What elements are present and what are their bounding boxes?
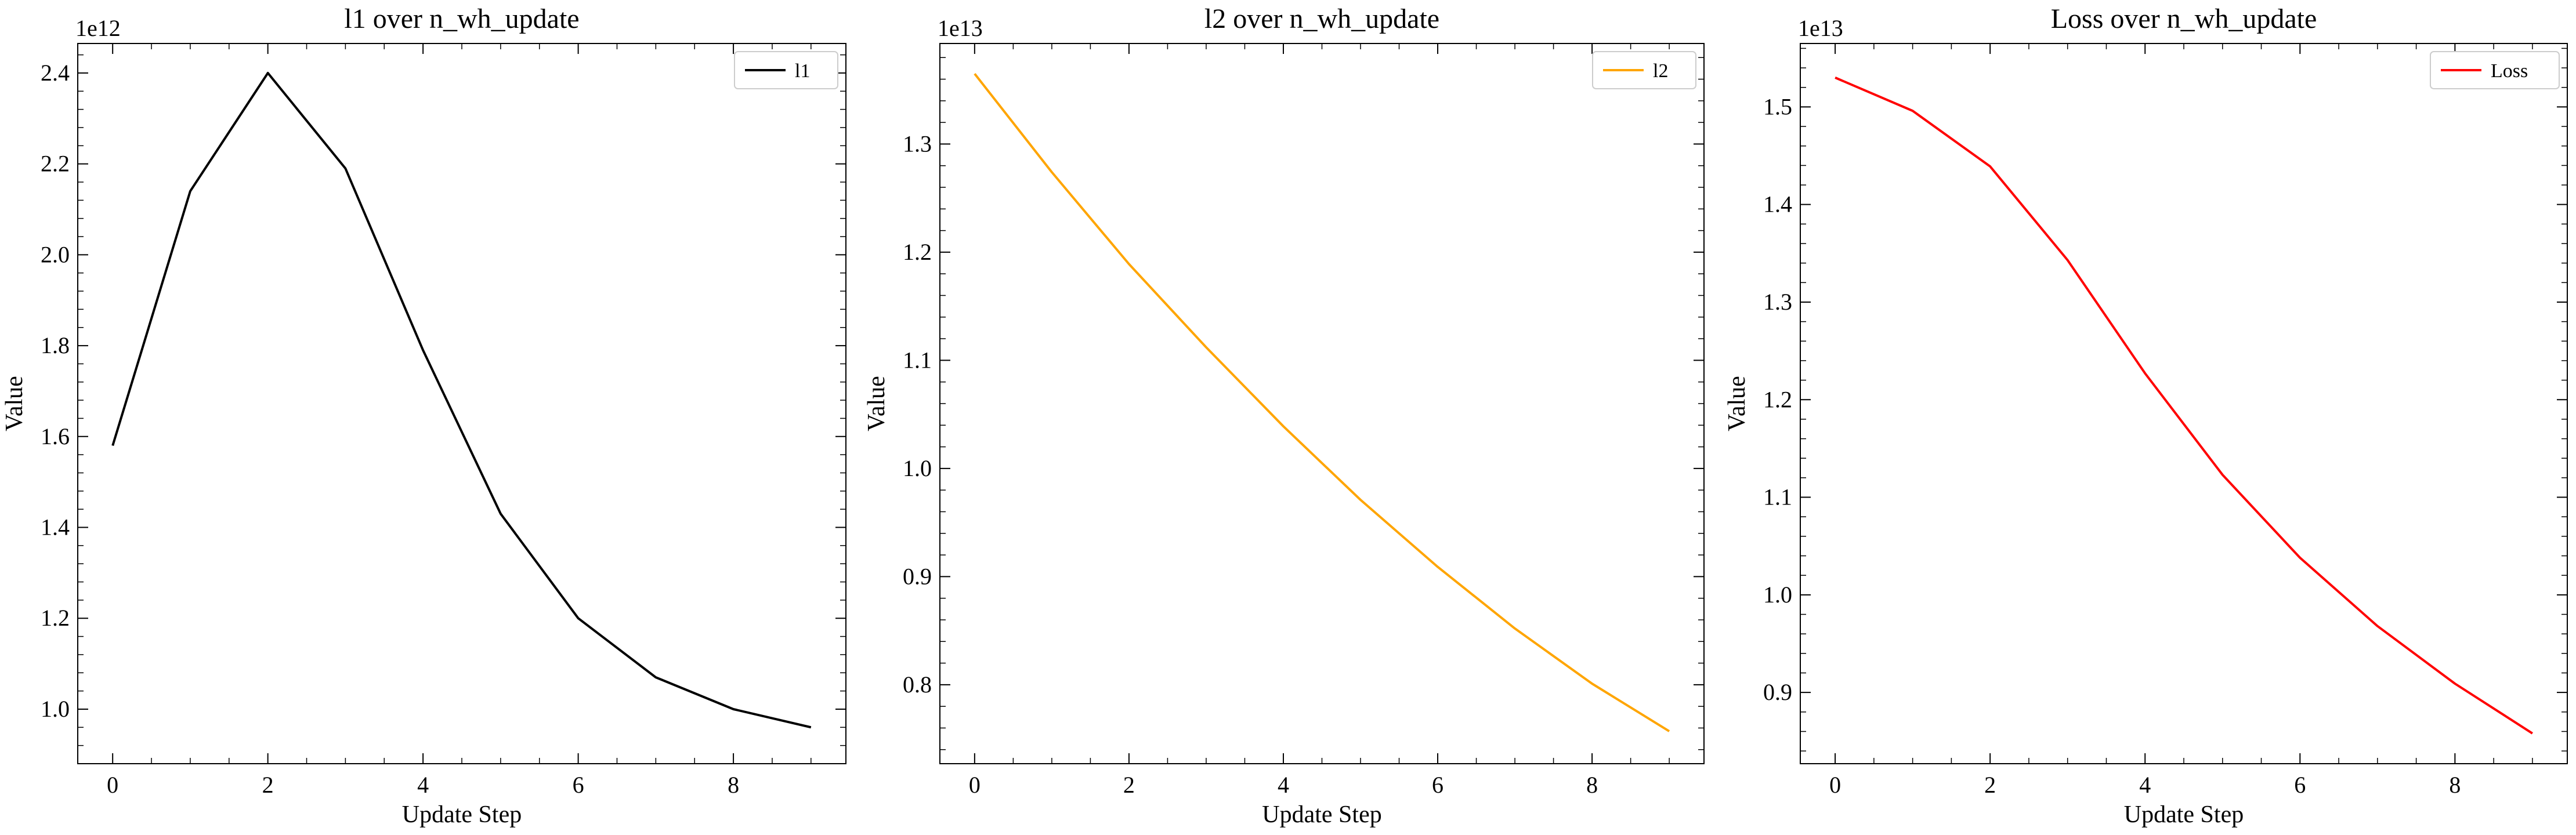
y-tick-label: 1.2: [41, 605, 70, 631]
legend: l1: [734, 51, 838, 89]
legend-box: [734, 51, 838, 89]
y-tick-label: 1.3: [1763, 289, 1792, 315]
series-line-Loss: [1835, 77, 2533, 735]
y-axis-label: Value: [1, 376, 28, 431]
legend-label: Loss: [2491, 60, 2528, 82]
y-tick-label: 1.5: [1763, 93, 1792, 119]
y-tick-label: 2.4: [41, 60, 70, 86]
x-axis-label: Update Step: [1262, 801, 1381, 828]
chart-1: 0 2 4 6 8 1.0 1.2 1.4 1.6 1.8 2.0 2.2 2.4 l1 over n_w…: [1, 3, 846, 828]
y-tick-label: 1.2: [903, 239, 932, 265]
y-tick-label: 0.8: [903, 671, 932, 698]
y-tick-label: 1.0: [41, 696, 70, 722]
chart-title: Loss over n_wh_update: [2051, 3, 2317, 34]
axes-frame: [1800, 43, 2568, 764]
x-tick-label: 2: [1123, 772, 1135, 798]
x-tick-label: 4: [2139, 772, 2151, 798]
legend: l2: [1592, 51, 1696, 89]
x-tick-label: 6: [573, 772, 584, 798]
chart-2: 0 2 4 6 8 0.8 0.9 1.0 1.1 1.2 1.3 l2 over n_wh_upda…: [863, 3, 1705, 828]
y-tick-label: 1.6: [41, 423, 70, 449]
y-tick-label: 2.0: [41, 241, 70, 267]
x-tick-label: 6: [2294, 772, 2306, 798]
y-axis-label: Value: [1724, 376, 1750, 431]
y-tick-label: 1.4: [1763, 191, 1792, 217]
y-tick-label: 1.1: [903, 347, 932, 373]
x-tick-label: 8: [2449, 772, 2461, 798]
y-tick-label: 2.2: [41, 151, 70, 177]
x-tick-label: 2: [1984, 772, 1996, 798]
x-tick-label: 8: [728, 772, 739, 798]
legend-label: l1: [795, 60, 810, 82]
y-offset-label: 1e13: [938, 15, 983, 41]
y-tick-label: 1.3: [903, 130, 932, 157]
x-axis-label: Update Step: [402, 801, 522, 828]
y-tick-label: 0.9: [903, 563, 932, 589]
y-tick-label: 1.0: [1763, 582, 1792, 608]
legend: Loss: [2430, 51, 2560, 89]
axes-frame: [77, 43, 846, 764]
y-axis-label: Value: [863, 376, 890, 431]
y-tick-label: 1.2: [1763, 386, 1792, 412]
x-tick-label: 0: [969, 772, 981, 798]
y-tick-label: 1.1: [1763, 484, 1792, 510]
series-line-l1: [111, 71, 812, 729]
legend-label: l2: [1653, 60, 1668, 82]
x-tick-label: 6: [1432, 772, 1443, 798]
legend-box: [1592, 51, 1696, 89]
y-tick-label: 1.0: [903, 455, 932, 481]
chart-title: l2 over n_wh_update: [1204, 3, 1439, 34]
chart-title: l1 over n_wh_update: [344, 3, 579, 34]
x-axis-label: Update Step: [2124, 801, 2244, 828]
axes-frame: [939, 43, 1705, 764]
y-tick-label: 0.9: [1763, 679, 1792, 705]
y-offset-label: 1e12: [75, 15, 121, 41]
legend-box: [2430, 51, 2560, 89]
y-tick-label: 1.4: [41, 514, 70, 540]
x-tick-label: 2: [262, 772, 274, 798]
x-tick-label: 8: [1586, 772, 1598, 798]
x-tick-label: 0: [1829, 772, 1841, 798]
x-tick-label: 4: [1278, 772, 1289, 798]
y-tick-label: 1.8: [41, 332, 70, 358]
series-line-l2: [974, 72, 1670, 732]
chart-3: 0 2 4 6 8 0.9 1.0 1.1 1.2 1.3 1.4 1.5 Loss over n_wh…: [1724, 3, 2568, 828]
y-offset-label: 1e13: [1798, 15, 1843, 41]
x-tick-label: 4: [417, 772, 429, 798]
x-tick-label: 0: [107, 772, 118, 798]
